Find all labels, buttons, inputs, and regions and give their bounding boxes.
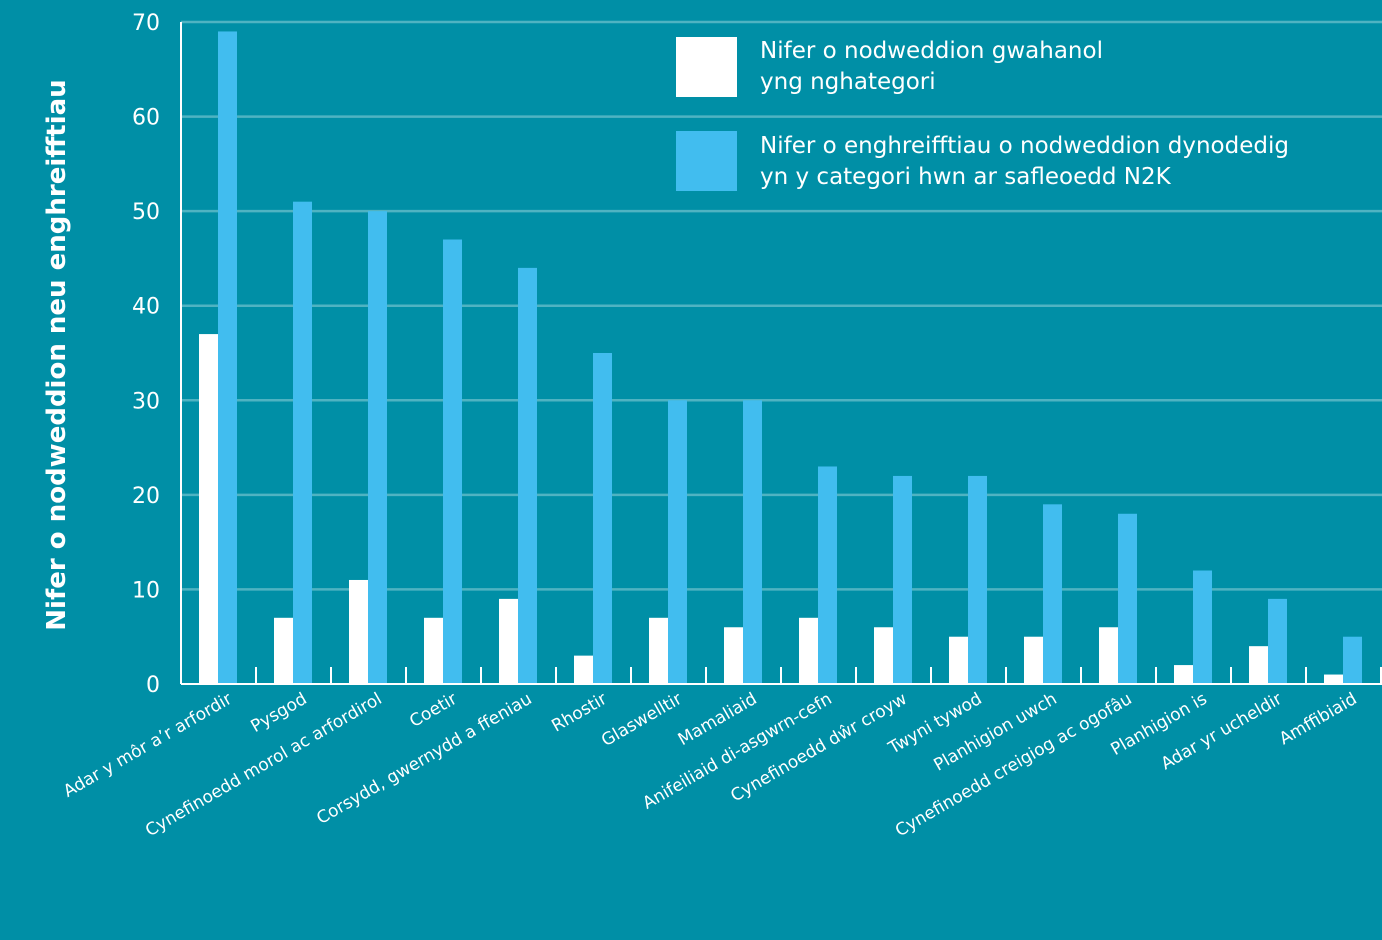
bar-distinct-features bbox=[1174, 665, 1193, 684]
bar-feature-instances bbox=[818, 466, 837, 684]
y-tick-label: 0 bbox=[146, 673, 160, 698]
bar-feature-instances bbox=[293, 201, 312, 684]
bar-distinct-features bbox=[199, 334, 218, 684]
legend-label: Nifer o enghreifftiau o nodweddion dynod… bbox=[760, 133, 1289, 159]
bar-feature-instances bbox=[1193, 570, 1212, 684]
bar-feature-instances bbox=[368, 211, 387, 684]
bar-distinct-features bbox=[574, 655, 593, 684]
bar-feature-instances bbox=[1043, 504, 1062, 684]
bar-feature-instances bbox=[893, 475, 912, 684]
y-tick-labels: 0 10 20 30 40 50 60 70 bbox=[132, 11, 160, 698]
y-tick-label: 10 bbox=[132, 578, 160, 603]
bar-distinct-features bbox=[274, 617, 293, 684]
bar-distinct-features bbox=[1024, 636, 1043, 684]
bar-feature-instances bbox=[518, 267, 537, 684]
category-label: Glaswelltir bbox=[598, 689, 685, 751]
bar-distinct-features bbox=[949, 636, 968, 684]
bar-distinct-features bbox=[499, 598, 518, 684]
y-tick-label: 60 bbox=[132, 106, 160, 131]
bar-feature-instances bbox=[743, 400, 762, 684]
bar-distinct-features bbox=[1324, 674, 1343, 684]
bar-distinct-features bbox=[424, 617, 443, 684]
y-axis-label: Nifer o nodweddion neu enghreifftiau bbox=[42, 79, 72, 630]
category-label: Coetir bbox=[406, 689, 460, 732]
category-label: Amffibiaid bbox=[1276, 689, 1361, 749]
bar-feature-instances bbox=[218, 31, 237, 684]
bar-distinct-features bbox=[649, 617, 668, 684]
bar-feature-instances bbox=[1268, 598, 1287, 684]
y-tick-label: 20 bbox=[132, 484, 160, 509]
bar-distinct-features bbox=[1249, 646, 1268, 684]
bar-feature-instances bbox=[593, 353, 612, 684]
bar-distinct-features bbox=[724, 627, 743, 684]
category-label: Planhigion uwch bbox=[931, 689, 1061, 776]
y-tick-label: 40 bbox=[132, 295, 160, 320]
legend-label: yng nghategori bbox=[760, 69, 936, 95]
bar-distinct-features bbox=[349, 579, 368, 684]
category-label: Pysgod bbox=[248, 689, 311, 737]
y-tick-label: 30 bbox=[132, 389, 160, 414]
gridlines bbox=[181, 20, 1382, 591]
bar-distinct-features bbox=[1099, 627, 1118, 684]
legend: Nifer o nodweddion gwahanol yng nghategor… bbox=[676, 37, 1289, 191]
legend-label: yn y categori hwn ar safleoedd N2K bbox=[760, 164, 1172, 190]
y-tick-label: 70 bbox=[132, 11, 160, 36]
bar-distinct-features bbox=[874, 627, 893, 684]
bar-feature-instances bbox=[1343, 636, 1362, 684]
category-label: Rhostir bbox=[548, 689, 610, 736]
bar-feature-instances bbox=[668, 400, 687, 684]
category-labels: Adar y môr a’r arfordir PysgodCynefinoedd… bbox=[60, 689, 1360, 841]
y-tick-label: 50 bbox=[132, 200, 160, 225]
axes bbox=[180, 22, 1382, 685]
legend-swatch bbox=[676, 131, 737, 191]
bars bbox=[199, 31, 1362, 684]
bar-feature-instances bbox=[968, 475, 987, 684]
bar-distinct-features bbox=[799, 617, 818, 684]
legend-label: Nifer o nodweddion gwahanol bbox=[760, 38, 1103, 64]
legend-swatch bbox=[676, 37, 737, 97]
bar-feature-instances bbox=[1118, 513, 1137, 684]
bar-feature-instances bbox=[443, 239, 462, 684]
